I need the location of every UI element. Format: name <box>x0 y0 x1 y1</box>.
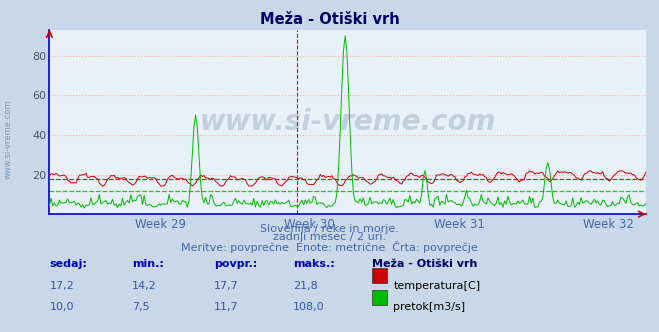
Text: pretok[m3/s]: pretok[m3/s] <box>393 302 465 312</box>
Text: Meža - Otiški vrh: Meža - Otiški vrh <box>372 259 478 269</box>
Text: Slovenija / reke in morje.: Slovenija / reke in morje. <box>260 224 399 234</box>
Text: 21,8: 21,8 <box>293 281 318 290</box>
Text: 17,7: 17,7 <box>214 281 239 290</box>
Text: povpr.:: povpr.: <box>214 259 258 269</box>
Text: zadnji mesec / 2 uri.: zadnji mesec / 2 uri. <box>273 232 386 242</box>
Text: min.:: min.: <box>132 259 163 269</box>
Text: sedaj:: sedaj: <box>49 259 87 269</box>
Text: 10,0: 10,0 <box>49 302 74 312</box>
Text: 17,2: 17,2 <box>49 281 74 290</box>
Text: www.si-vreme.com: www.si-vreme.com <box>200 108 496 136</box>
Text: 7,5: 7,5 <box>132 302 150 312</box>
Text: temperatura[C]: temperatura[C] <box>393 281 480 290</box>
Text: 108,0: 108,0 <box>293 302 325 312</box>
Text: Meža - Otiški vrh: Meža - Otiški vrh <box>260 12 399 27</box>
Text: Meritve: povprečne  Enote: metrične  Črta: povprečje: Meritve: povprečne Enote: metrične Črta:… <box>181 241 478 253</box>
Text: maks.:: maks.: <box>293 259 335 269</box>
Text: www.si-vreme.com: www.si-vreme.com <box>3 100 13 179</box>
Text: 11,7: 11,7 <box>214 302 239 312</box>
Text: 14,2: 14,2 <box>132 281 157 290</box>
